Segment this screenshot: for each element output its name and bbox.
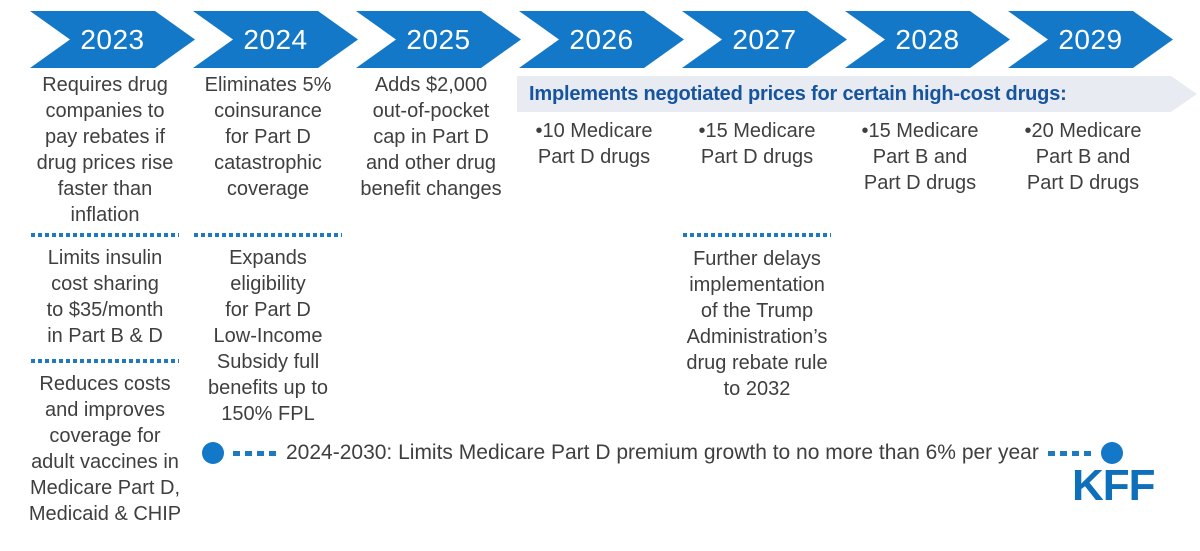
dotted-line xyxy=(1047,450,1092,456)
dotted-separator xyxy=(683,233,831,237)
year-arrow-2025: 2025 xyxy=(356,11,521,68)
provision-2026-negotiated-drugs: •10 Medicare Part D drugs xyxy=(535,120,653,168)
provision-2024-coinsurance: Eliminates 5% coinsurance for Part D cat… xyxy=(204,74,332,200)
provision-2027-negotiated-drugs: •15 Medicare Part D drugs xyxy=(698,120,816,168)
provision-2023-vaccines: Reduces costs and improves coverage for … xyxy=(28,373,182,525)
year-arrow-2029: 2029 xyxy=(1008,11,1173,68)
year-arrow-2024: 2024 xyxy=(193,11,358,68)
provision-2023-insulin: Limits insulin cost sharing to $35/month… xyxy=(46,247,164,347)
premium-growth-note-text: 2024-2030: Limits Medicare Part D premiu… xyxy=(286,441,1039,464)
dotted-separator xyxy=(194,233,342,237)
year-arrow-2026: 2026 xyxy=(519,11,684,68)
provision-2029-negotiated-drugs: •20 Medicare Part B and Part D drugs xyxy=(1024,120,1142,194)
endpoint-circle-icon xyxy=(1100,442,1123,464)
negotiated-prices-banner-label: Implements negotiated prices for certain… xyxy=(529,82,1067,105)
negotiated-prices-banner: Implements negotiated prices for certain… xyxy=(517,76,1197,112)
provision-2028-negotiated-drugs: •15 Medicare Part B and Part D drugs xyxy=(861,120,979,194)
premium-growth-note: 2024-2030: Limits Medicare Part D premiu… xyxy=(202,440,1123,466)
year-arrow-2027: 2027 xyxy=(682,11,847,68)
dotted-separator xyxy=(31,359,179,363)
dotted-separator xyxy=(31,233,179,237)
kff-logo: KFF xyxy=(1072,461,1156,510)
endpoint-circle-icon xyxy=(202,442,224,464)
dotted-line xyxy=(233,450,277,456)
provision-2025-oop-cap: Adds $2,000 out-of-pocket cap in Part D … xyxy=(360,74,502,200)
provision-2027-rebate-rule: Further delays implementation of the Tru… xyxy=(686,248,828,400)
year-arrow-2028: 2028 xyxy=(845,11,1010,68)
provision-2023-rebates: Requires drug companies to pay rebates i… xyxy=(36,74,174,226)
year-arrow-2023: 2023 xyxy=(30,11,195,68)
provision-2024-lis: Expands eligibility for Part D Low-Incom… xyxy=(207,247,329,425)
